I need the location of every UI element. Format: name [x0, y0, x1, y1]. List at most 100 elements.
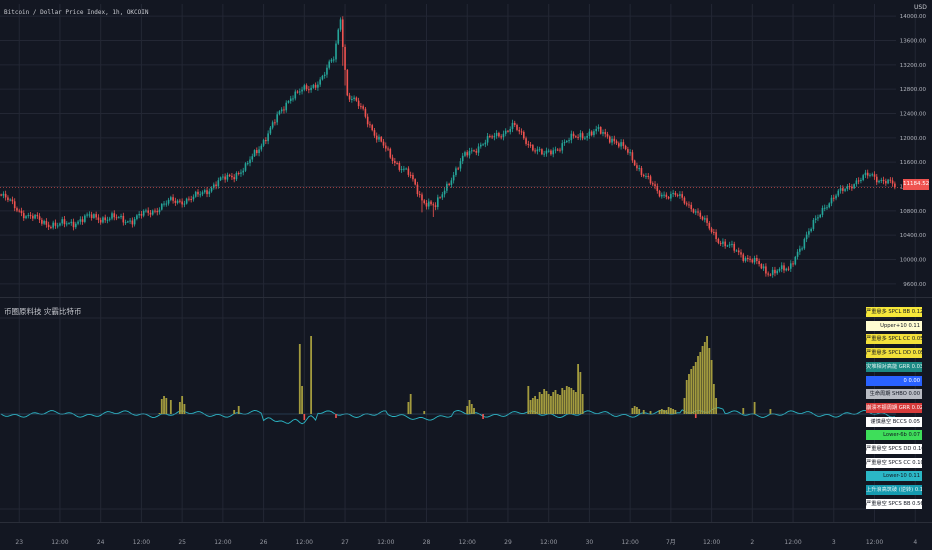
candle-body: [489, 136, 491, 138]
candle-body: [814, 218, 817, 221]
candle-body: [661, 194, 663, 197]
indicator-bar: [536, 399, 539, 414]
candle-body: [95, 214, 97, 218]
candle-body: [663, 194, 665, 196]
candle-body: [120, 215, 122, 218]
indicator-bar: [554, 390, 557, 414]
candle-body: [848, 186, 851, 188]
candle-body: [4, 193, 7, 198]
candle-body: [520, 131, 523, 133]
candle-body: [787, 268, 790, 270]
candle-body: [43, 221, 45, 224]
candle-body: [427, 201, 430, 207]
candle-body: [882, 179, 885, 182]
candle-body: [525, 138, 527, 144]
candle-body: [251, 156, 254, 160]
candle-body: [301, 89, 303, 92]
indicator-bar: [769, 409, 772, 414]
candle-body: [455, 168, 457, 176]
candle-body: [844, 189, 846, 191]
indicator-bar: [690, 369, 693, 414]
candle-body: [407, 168, 410, 175]
candle-body: [219, 177, 222, 181]
candle-body: [674, 192, 677, 195]
candle-body: [249, 159, 251, 164]
candle-body: [41, 219, 43, 224]
candle-body: [391, 157, 394, 161]
indicator-bar: [538, 392, 541, 414]
candle-body: [873, 174, 876, 177]
candle-body: [99, 219, 102, 223]
candle-body: [667, 196, 670, 199]
indicator-bar: [559, 395, 561, 414]
candle-body: [418, 194, 421, 196]
candle-body: [543, 153, 545, 155]
candle-body: [694, 211, 697, 213]
indicator-bar: [577, 364, 580, 414]
x-tick-label: 12:00: [784, 539, 801, 546]
candle-body: [443, 190, 446, 195]
candle-body: [855, 180, 858, 185]
candle-body: [158, 209, 161, 213]
candle-body: [439, 197, 441, 199]
candle-body: [13, 201, 16, 209]
candle-body: [127, 221, 129, 223]
candle-body: [579, 133, 582, 138]
indicator-bar: [636, 407, 638, 414]
candle-body: [608, 136, 611, 143]
legend-label: 严重悬空 SPCS DD 0.10: [866, 444, 922, 454]
candle-body: [131, 220, 134, 225]
candle-body: [606, 134, 609, 137]
indicator-bar: [556, 394, 559, 414]
candle-body: [615, 141, 618, 144]
candle-body: [416, 184, 419, 195]
candle-body: [701, 216, 704, 220]
candle-body: [362, 106, 364, 109]
candle-body: [124, 222, 127, 224]
x-tick-label: 29: [504, 539, 512, 546]
candle-body: [452, 175, 455, 181]
indicator-bar: [473, 408, 475, 414]
candle-body: [581, 133, 584, 139]
candle-body: [176, 200, 179, 203]
candle-body: [645, 176, 647, 178]
candle-body: [22, 213, 25, 219]
candle-body: [330, 59, 333, 62]
candle-body: [819, 214, 822, 218]
candle-body: [459, 161, 462, 169]
oscillator-line: [0, 407, 895, 425]
candle-body: [421, 194, 423, 201]
indicator-bar: [565, 386, 568, 414]
candle-body: [34, 214, 36, 219]
candle-body: [627, 149, 629, 153]
candle-body: [572, 133, 575, 137]
candle-body: [853, 184, 855, 189]
indicator-bar: [181, 396, 184, 414]
indicator-bar: [701, 346, 704, 414]
candle-body: [511, 122, 514, 129]
candle-body: [726, 245, 729, 247]
y-tick-label: 12400.00: [900, 112, 927, 118]
candle-body: [357, 100, 360, 107]
candle-body: [631, 152, 634, 161]
indicator-bar: [665, 410, 668, 414]
candle-body: [346, 69, 349, 96]
candle-body: [337, 29, 340, 44]
candle-body: [842, 188, 844, 191]
candle-body: [122, 215, 125, 223]
indicator-bar: [667, 407, 670, 414]
candle-body: [323, 74, 326, 76]
candle-body: [756, 257, 758, 262]
candle-body: [296, 91, 299, 93]
indicator-bar: [165, 398, 168, 414]
candle-body: [84, 215, 86, 222]
candle-body: [538, 149, 541, 151]
candle-body: [846, 186, 849, 190]
candle-body: [710, 228, 713, 232]
candle-body: [262, 140, 265, 146]
candle-body: [633, 160, 636, 166]
candle-body: [140, 214, 143, 216]
indicator-bar: [545, 391, 548, 414]
y-tick-label: 9600.00: [903, 282, 926, 288]
